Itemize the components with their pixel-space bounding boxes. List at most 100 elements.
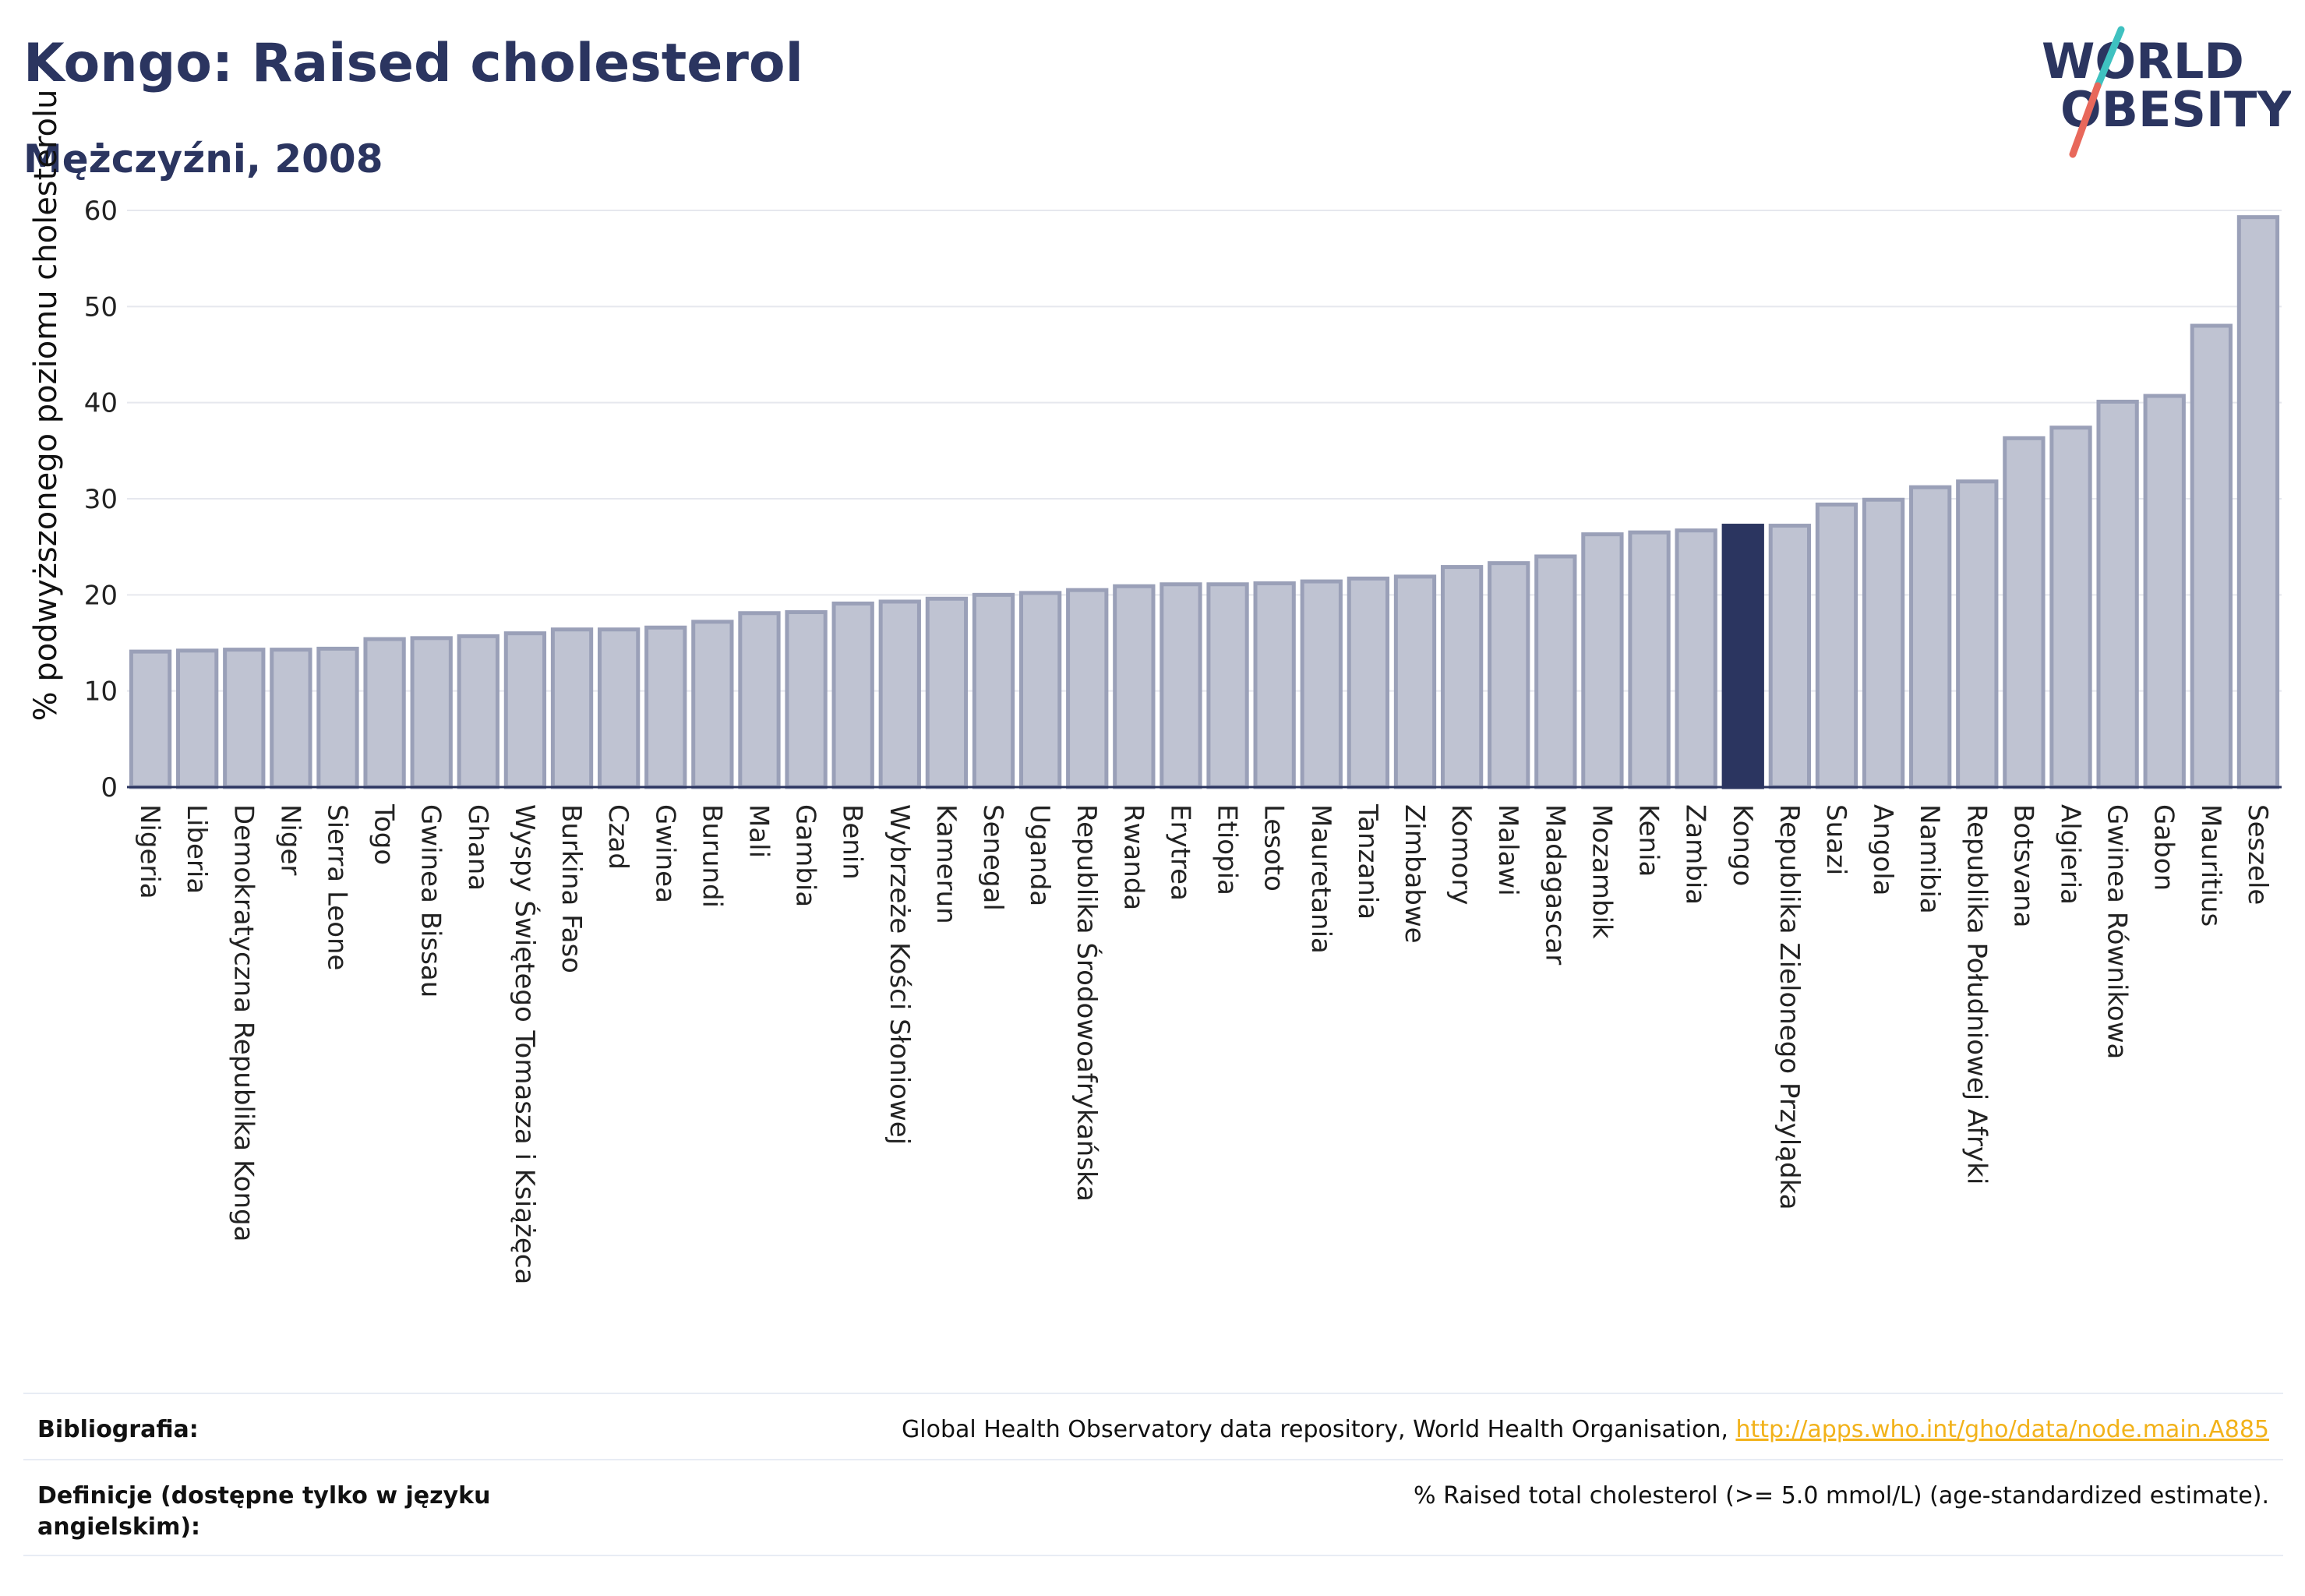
y-tick-label-30: 30 xyxy=(84,484,118,515)
x-tick-label-38: Angola xyxy=(1867,804,1898,895)
x-tick-label-5: Sierra Leone xyxy=(321,804,352,970)
x-tick-label-45: Mauritius xyxy=(2195,804,2226,927)
x-tick-label-3: Demokratyczna Republika Konga xyxy=(228,804,259,1241)
x-tick-label-21: Republika Środowoafrykańska xyxy=(1071,804,1103,1202)
bar-36 xyxy=(1768,524,1812,789)
bar-chart: 0 10 20 30 40 50 60 Nigeria Liberia Demokratyczna… xyxy=(28,90,2282,1284)
x-tick-label-35: Kongo xyxy=(1727,804,1758,886)
x-tick-label-20: Uganda xyxy=(1024,804,1055,906)
bar-6 xyxy=(363,637,406,789)
bar-25 xyxy=(1253,581,1296,789)
y-tick-label-50: 50 xyxy=(84,291,118,323)
x-tick-label-11: Czad xyxy=(602,804,634,870)
bibliography-link[interactable]: http://apps.who.int/gho/data/node.main.A… xyxy=(1735,1416,2269,1443)
bar-29 xyxy=(1440,565,1484,789)
x-tick-label-9: Wyspy Świętego Tomasza i Książęca xyxy=(509,804,541,1284)
x-tick-label-44: Gabon xyxy=(2148,804,2180,891)
bar-46 xyxy=(2236,215,2280,789)
bibliography-text: Global Health Observatory data repositor… xyxy=(902,1416,1736,1443)
x-tick-label-39: Namibia xyxy=(1914,804,1945,914)
x-tick-label-43: Gwinea Równikowa xyxy=(2102,804,2133,1059)
x-tick-label-24: Etiopia xyxy=(1212,804,1243,895)
x-tick-label-37: Suazi xyxy=(1820,804,1851,875)
bar-37 xyxy=(1815,502,1858,789)
bar-18 xyxy=(925,596,969,789)
definition-value: % Raised total cholesterol (>= 5.0 mmol/… xyxy=(1414,1482,2269,1509)
x-tick-label-7: Gwinea Bissau xyxy=(415,804,447,998)
bar-38 xyxy=(1862,497,1905,789)
bar-21 xyxy=(1066,588,1109,789)
bar-35 xyxy=(1721,524,1764,789)
bar-2 xyxy=(176,648,219,789)
x-tick-label-13: Burundi xyxy=(696,804,727,908)
bar-1 xyxy=(129,649,172,789)
x-tick-label-10: Burkina Faso xyxy=(556,804,587,973)
bar-7 xyxy=(410,636,453,789)
footer-divider-bottom xyxy=(23,1555,2283,1556)
x-tick-label-30: Malawi xyxy=(1492,804,1523,896)
x-tick-label-6: Togo xyxy=(369,803,400,865)
x-tick-label-12: Gwinea xyxy=(649,804,680,903)
x-tick-label-17: Wybrzeże Kości Słoniowej xyxy=(884,804,915,1145)
x-tick-label-46: Seszele xyxy=(2242,804,2273,905)
bar-44 xyxy=(2143,394,2186,789)
chart-subtitle: Mężczyźni, 2008 xyxy=(23,136,383,182)
bar-3 xyxy=(223,648,266,789)
x-tick-label-33: Kenia xyxy=(1633,804,1664,877)
x-tick-label-2: Liberia xyxy=(181,804,212,894)
bar-31 xyxy=(1534,554,1577,789)
x-tick-label-34: Zambia xyxy=(1680,804,1711,905)
x-tick-label-16: Benin xyxy=(837,804,868,880)
x-tick-label-23: Erytrea xyxy=(1164,804,1195,901)
bar-16 xyxy=(831,601,874,789)
bar-17 xyxy=(878,599,921,789)
y-tick-label-10: 10 xyxy=(84,676,118,708)
y-tick-label-60: 60 xyxy=(84,196,118,227)
x-tick-label-15: Gambia xyxy=(790,804,821,907)
logo-text-world: WORLD xyxy=(2042,33,2244,90)
y-tick-label-40: 40 xyxy=(84,388,118,419)
bibliography-value: Global Health Observatory data repositor… xyxy=(902,1414,2269,1446)
bar-14 xyxy=(738,611,781,789)
footer-divider-middle xyxy=(23,1459,2283,1460)
x-tick-label-8: Ghana xyxy=(462,804,493,891)
x-tick-label-36: Republika Zielonego Przylądka xyxy=(1774,804,1805,1210)
bar-13 xyxy=(691,620,734,789)
definition-label: Definicje (dostępne tylko w języku angie… xyxy=(37,1482,491,1541)
x-tick-label-31: Madagascar xyxy=(1539,804,1570,965)
bibliography-label: Bibliografia: xyxy=(37,1416,199,1443)
x-tick-label-32: Mozambik xyxy=(1586,804,1617,939)
bar-39 xyxy=(1909,485,1952,789)
bar-12 xyxy=(644,625,687,789)
bar-22 xyxy=(1113,584,1156,789)
bar-24 xyxy=(1206,582,1249,789)
bar-19 xyxy=(972,592,1015,789)
bar-43 xyxy=(2096,399,2139,789)
x-tick-label-18: Kamerun xyxy=(930,804,962,924)
x-tick-label-40: Republika Południowej Afryki xyxy=(1961,804,1992,1185)
bar-26 xyxy=(1300,579,1343,789)
logo-slash-top xyxy=(2094,26,2125,90)
bar-28 xyxy=(1393,574,1437,789)
bar-45 xyxy=(2190,323,2233,789)
chart-title: Kongo: Raised cholesterol xyxy=(23,33,803,94)
x-tick-label-19: Senegal xyxy=(977,804,1008,911)
bar-4 xyxy=(270,648,312,789)
x-tick-label-28: Zimbabwe xyxy=(1399,804,1430,944)
x-tick-label-1: Nigeria xyxy=(134,804,165,899)
bar-33 xyxy=(1628,530,1671,789)
bar-32 xyxy=(1581,532,1624,789)
x-tick-label-26: Mauretania xyxy=(1305,804,1336,954)
x-tick-label-42: Algieria xyxy=(2055,804,2086,905)
bar-15 xyxy=(785,610,828,789)
bar-27 xyxy=(1347,576,1390,789)
y-tick-label-20: 20 xyxy=(84,580,118,611)
bar-41 xyxy=(2003,436,2046,789)
x-tick-label-41: Botsvana xyxy=(2007,804,2038,928)
x-tick-label-27: Tanzania xyxy=(1352,803,1383,920)
bar-34 xyxy=(1675,528,1717,789)
bar-10 xyxy=(550,627,594,789)
y-tick-label-0: 0 xyxy=(101,772,118,803)
x-tick-label-14: Mali xyxy=(743,804,774,858)
bar-23 xyxy=(1160,582,1202,789)
